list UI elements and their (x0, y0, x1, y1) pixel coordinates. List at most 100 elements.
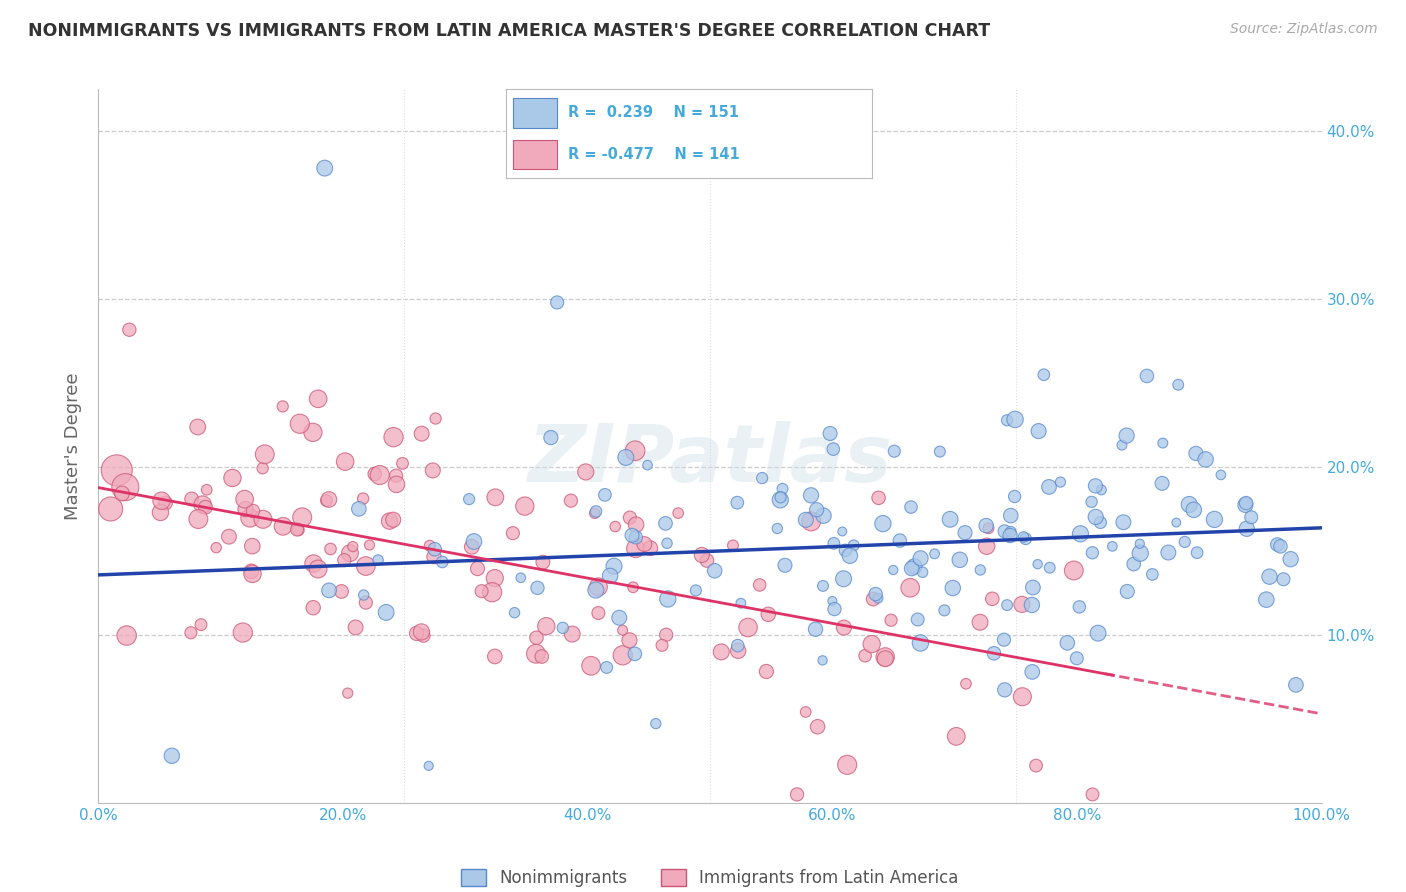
Point (727, 644, 749, 658)
Point (983, 646, 1005, 660)
Point (703, 564, 725, 578)
Point (194, 500, 217, 515)
Point (766, 521, 789, 535)
Point (872, 516, 894, 531)
Point (378, 514, 401, 528)
Point (993, 632, 1015, 647)
Point (730, 596, 752, 610)
Point (640, 541, 662, 556)
Point (302, 425, 325, 440)
Point (928, 444, 950, 458)
Point (612, 648, 634, 663)
Point (1234, 496, 1257, 510)
Point (1028, 424, 1050, 438)
Point (291, 510, 314, 524)
Point (218, 530, 240, 544)
Point (352, 491, 374, 506)
Point (347, 501, 370, 516)
Point (195, 483, 218, 497)
Point (149, 505, 172, 519)
Point (118, 323, 141, 337)
Point (953, 525, 976, 540)
Point (1025, 758, 1047, 772)
Point (111, 486, 134, 500)
Point (924, 547, 946, 561)
Point (898, 581, 921, 595)
Point (1039, 560, 1062, 574)
Point (315, 493, 337, 508)
Point (191, 498, 214, 512)
Point (1004, 412, 1026, 426)
Point (1011, 598, 1033, 612)
Point (994, 682, 1017, 697)
Point (526, 581, 548, 595)
Point (546, 295, 568, 310)
Point (1279, 552, 1302, 566)
Point (588, 580, 610, 594)
Point (585, 504, 607, 518)
Point (655, 628, 678, 642)
Point (910, 551, 932, 566)
Point (624, 517, 647, 532)
Point (333, 553, 356, 567)
Point (882, 563, 904, 577)
Point (875, 651, 897, 665)
Point (751, 471, 773, 485)
Point (419, 539, 441, 553)
Point (382, 430, 405, 444)
Point (977, 521, 1000, 535)
Point (422, 463, 444, 477)
Point (1087, 626, 1109, 640)
Point (1021, 665, 1043, 679)
Point (364, 467, 387, 481)
Point (607, 611, 630, 625)
Point (1081, 546, 1104, 560)
Point (423, 549, 446, 564)
Point (368, 468, 391, 483)
Point (773, 558, 796, 573)
Point (832, 572, 855, 586)
Point (467, 561, 489, 575)
Point (800, 514, 823, 528)
Point (560, 493, 582, 508)
Point (624, 647, 647, 661)
Point (811, 653, 834, 667)
Point (411, 426, 433, 441)
Point (624, 530, 647, 544)
Text: NONIMMIGRANTS VS IMMIGRANTS FROM LATIN AMERICA MASTER'S DEGREE CORRELATION CHART: NONIMMIGRANTS VS IMMIGRANTS FROM LATIN A… (28, 22, 990, 40)
Point (1084, 479, 1107, 493)
Point (531, 555, 554, 569)
Point (1080, 495, 1102, 509)
Point (180, 491, 202, 506)
Point (307, 392, 329, 406)
Point (853, 648, 876, 663)
Point (513, 499, 536, 513)
Point (651, 638, 673, 652)
Point (974, 518, 997, 533)
Point (804, 622, 827, 636)
Point (432, 555, 454, 569)
Point (865, 587, 887, 601)
Point (285, 523, 308, 537)
Point (1021, 598, 1043, 612)
Point (824, 602, 846, 616)
Point (1240, 510, 1263, 524)
Point (1285, 678, 1308, 692)
Point (939, 512, 962, 526)
Point (993, 524, 1015, 539)
Point (484, 491, 506, 505)
Point (114, 480, 136, 494)
Point (588, 606, 610, 620)
Point (502, 526, 524, 541)
Point (314, 161, 336, 175)
Point (737, 620, 759, 634)
Point (232, 625, 254, 640)
Point (336, 686, 359, 700)
Point (910, 636, 932, 650)
Point (205, 541, 228, 555)
Point (1152, 436, 1174, 450)
Point (880, 613, 903, 627)
Point (955, 677, 977, 691)
Point (1000, 524, 1022, 539)
Point (696, 553, 718, 567)
